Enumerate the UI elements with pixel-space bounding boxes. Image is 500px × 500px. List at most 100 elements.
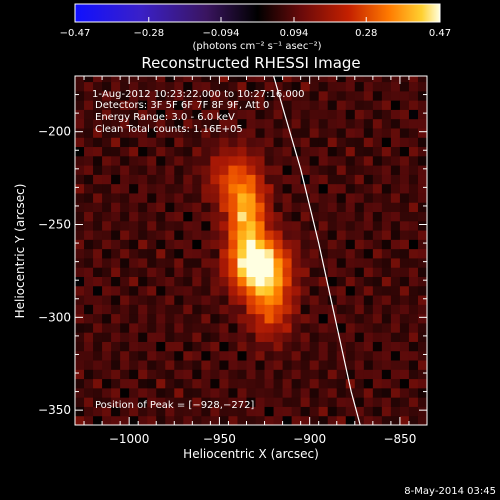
heatmap-cell [300,295,311,305]
heatmap-cell [183,378,193,389]
heatmap-cell [102,397,112,407]
heatmap-cell [201,239,211,250]
heatmap-cell [327,100,338,110]
heatmap-cell [156,304,166,315]
heatmap-cell [75,174,85,185]
heatmap-cell [147,230,157,240]
heatmap-cell [102,81,112,92]
heatmap-cell [156,360,166,370]
heatmap-cell [246,406,257,417]
heatmap-cell [147,257,157,268]
heatmap-cell [183,230,193,240]
heatmap-cell [129,174,139,185]
heatmap-cell [228,137,238,148]
heatmap-cell [291,230,302,240]
heatmap-cell [318,332,329,342]
heatmap-cell [219,332,229,342]
heatmap-cell [381,155,392,166]
heatmap-cell [120,239,130,250]
heatmap-cell [147,304,157,315]
heatmap-cell [381,76,392,83]
heatmap-cell [417,360,427,370]
heatmap-cell [372,239,383,250]
heatmap-cell [75,100,85,110]
heatmap-cell [381,202,392,213]
heatmap-cell [318,146,329,157]
heatmap-cell [417,285,427,296]
heatmap-cell [237,285,247,296]
annotation-detectors: Detectors: 3F 5F 6F 7F 8F 9F, Att 0 [95,100,269,111]
heatmap-cell [345,397,356,407]
heatmap-cell [84,313,94,324]
chart-title: Reconstructed RHESSI Image [141,54,360,72]
heatmap-cell [120,174,130,185]
heatmap-cell [363,285,374,296]
heatmap-cell [309,81,320,92]
heatmap-cell [102,165,112,175]
heatmap-cell [372,257,383,268]
heatmap-cell [201,100,211,110]
heatmap-cell [264,90,275,101]
heatmap-cell [93,239,103,250]
heatmap-cell [237,127,247,138]
heatmap-cell [363,295,374,305]
heatmap-cell [408,137,419,148]
heatmap-cell [354,183,365,194]
heatmap-cell [390,267,401,277]
heatmap-cell [408,369,419,380]
heatmap-cell [219,295,229,305]
heatmap-cell [84,211,94,222]
heatmap-cell [183,127,193,138]
heatmap-cell [309,155,320,166]
heatmap-cell [399,220,410,231]
heatmap-cell [354,313,365,324]
heatmap-cell [327,81,338,92]
heatmap-cell [147,350,157,361]
heatmap-cell [237,322,247,333]
heatmap-cell [75,350,85,361]
heatmap-cell [93,155,103,166]
heatmap-cell [327,76,338,83]
heatmap-cell [102,313,112,324]
heatmap-cell [93,183,103,194]
heatmap-cell [93,360,103,370]
heatmap-cell [165,183,175,194]
heatmap-cell [201,369,211,380]
heatmap-cell [291,387,302,398]
heatmap-cell [273,415,284,425]
heatmap-cell [363,304,374,315]
heatmap-cell [408,304,419,315]
heatmap-cell [156,230,166,240]
heatmap-cell [165,387,175,398]
heatmap-cell [183,100,193,110]
heatmap-cell [417,257,427,268]
heatmap-cell [390,304,401,315]
heatmap-cell [246,192,257,203]
heatmap-cell [228,295,238,305]
heatmap-cell [102,369,112,380]
heatmap-cell [237,313,247,324]
heatmap-cells [75,76,427,425]
heatmap-cell [300,239,311,250]
heatmap-cell [102,90,112,101]
heatmap-cell [183,406,193,417]
heatmap-cell [138,257,148,268]
heatmap-cell [390,202,401,213]
heatmap-cell [210,378,220,389]
heatmap-cell [120,81,130,92]
heatmap-cell [228,76,238,83]
heatmap-cell [291,257,302,268]
heatmap-cell [381,285,392,296]
heatmap-cell [354,387,365,398]
heatmap-cell [93,81,103,92]
heatmap-cell [138,202,148,213]
heatmap-cell [156,202,166,213]
heatmap-cell [264,146,275,157]
heatmap-cell [273,369,284,380]
heatmap-cell [417,76,427,83]
heatmap-cell [372,387,383,398]
heatmap-cell [363,220,374,231]
heatmap-cell [147,109,157,120]
heatmap-cell [336,137,347,148]
heatmap-cell [192,378,202,389]
